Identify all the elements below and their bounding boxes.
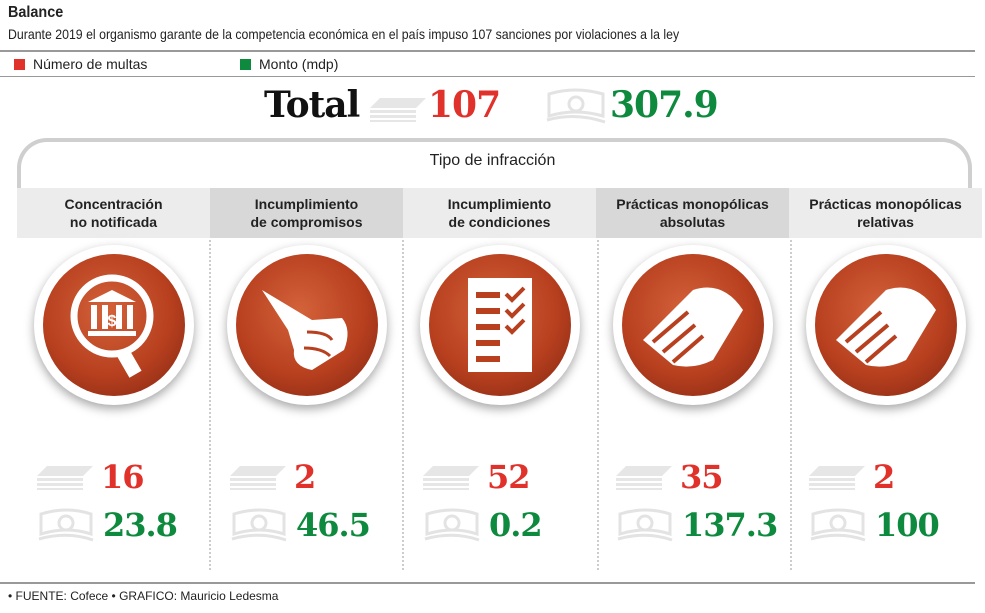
group-label: Tipo de infracción [429, 152, 556, 169]
category-header: Prácticas monopólicas absolutas [596, 188, 789, 238]
fine-amount: 0.2 [489, 506, 543, 544]
subtitle: Durante 2019 el organismo garante de la … [8, 26, 680, 42]
category-name-line2: relativas [857, 214, 914, 230]
total-label: Total [264, 84, 360, 126]
category-header: Incumplimiento de condiciones [403, 188, 596, 238]
category-column: Incumplimiento de condiciones 52 0.2 [403, 188, 596, 598]
divider [0, 50, 975, 52]
money-icon [546, 88, 606, 124]
column-divider [597, 240, 599, 570]
amount-row: 137.3 [616, 506, 778, 544]
legend-label: Monto (mdp) [259, 56, 339, 72]
legend-count: Número de multas [14, 56, 147, 72]
money-icon [231, 508, 287, 542]
papers-icon [423, 466, 479, 490]
count-row: 2 [809, 458, 895, 496]
fine-amount: 23.8 [103, 506, 178, 544]
group-bracket [17, 138, 972, 198]
category-name-line1: Prácticas monopólicas [809, 196, 962, 212]
column-divider [209, 240, 211, 570]
money-icon [38, 508, 94, 542]
count-row: 16 [37, 458, 145, 496]
legend-label: Número de multas [33, 56, 148, 72]
legend-swatch-green [240, 58, 251, 70]
fine-count: 2 [873, 458, 895, 496]
papers-icon [616, 466, 672, 490]
category-column: Prácticas monopólicas relativas 2 100 [789, 188, 982, 598]
divider [0, 76, 975, 77]
money-icon [424, 508, 480, 542]
legend-swatch-red [14, 58, 25, 70]
category-badge [806, 245, 966, 405]
category-badge: $ [34, 245, 194, 405]
amount-row: 100 [809, 506, 940, 544]
fine-count: 35 [680, 458, 724, 496]
fine-count: 2 [294, 458, 316, 496]
handshake-icon [622, 254, 764, 396]
papers-icon [370, 98, 426, 122]
category-column: Prácticas monopólicas absolutas 35 137.3 [596, 188, 789, 598]
bank-magnifier-icon: $ [43, 254, 185, 396]
category-badge [227, 245, 387, 405]
amount-row: 23.8 [37, 506, 178, 544]
footer-credits: • FUENTE: Cofece • GRAFICO: Mauricio Led… [8, 589, 279, 603]
amount-row: 0.2 [423, 506, 543, 544]
handshake-icon [815, 254, 957, 396]
checklist-icon [429, 254, 571, 396]
fine-amount: 46.5 [296, 506, 371, 544]
category-header: Incumplimiento de compromisos [210, 188, 403, 238]
category-name-line2: no notificada [69, 214, 158, 230]
fine-amount: 137.3 [682, 506, 778, 544]
divider [0, 582, 975, 584]
count-row: 2 [230, 458, 316, 496]
category-name-line2: de compromisos [250, 214, 363, 230]
category-column: Incumplimiento de compromisos 2 46.5 [210, 188, 403, 598]
category-column: Concentración no notificada $ 16 23.8 [17, 188, 210, 598]
category-name-line1: Incumplimiento [447, 196, 552, 212]
category-name-line2: de condiciones [448, 214, 551, 230]
svg-text:$: $ [108, 313, 117, 330]
money-icon [810, 508, 866, 542]
fine-count: 52 [487, 458, 531, 496]
count-row: 52 [423, 458, 531, 496]
category-name-line1: Prácticas monopólicas [616, 196, 769, 212]
count-row: 35 [616, 458, 724, 496]
category-name-line1: Incumplimiento [254, 196, 359, 212]
category-badge [420, 245, 580, 405]
title: Balance [8, 4, 64, 21]
column-divider [790, 240, 792, 570]
papers-icon [37, 466, 93, 490]
money-icon [617, 508, 673, 542]
amount-row: 46.5 [230, 506, 371, 544]
papers-icon [809, 466, 865, 490]
category-header: Concentración no notificada [17, 188, 210, 238]
category-badge [613, 245, 773, 405]
papers-icon [230, 466, 286, 490]
category-header: Prácticas monopólicas relativas [789, 188, 982, 238]
total-amount: 307.9 [610, 84, 719, 126]
column-divider [402, 240, 404, 570]
fine-amount: 100 [875, 506, 940, 544]
fine-count: 16 [101, 458, 145, 496]
category-name-line1: Concentración [64, 196, 163, 212]
category-name-line2: absolutas [659, 214, 726, 230]
legend-amount: Monto (mdp) [240, 56, 338, 72]
total-count: 107 [428, 84, 501, 126]
pointing-hand-icon [236, 254, 378, 396]
